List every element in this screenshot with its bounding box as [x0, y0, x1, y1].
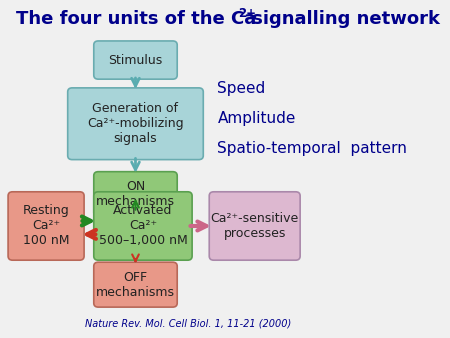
Text: ON
mechanisms: ON mechanisms	[96, 180, 175, 208]
Text: Activated
Ca²⁺
500–1,000 nM: Activated Ca²⁺ 500–1,000 nM	[99, 204, 187, 247]
Text: Stimulus: Stimulus	[108, 53, 162, 67]
Text: Spatio-temporal  pattern: Spatio-temporal pattern	[217, 141, 407, 156]
Text: Resting
Ca²⁺
100 nM: Resting Ca²⁺ 100 nM	[22, 204, 69, 247]
FancyBboxPatch shape	[94, 192, 192, 260]
Text: OFF
mechanisms: OFF mechanisms	[96, 271, 175, 299]
Text: Ca²⁺-sensitive
processes: Ca²⁺-sensitive processes	[211, 212, 299, 240]
FancyBboxPatch shape	[209, 192, 300, 260]
Text: Speed: Speed	[217, 81, 266, 96]
Text: Nature Rev. Mol. Cell Biol. 1, 11-21 (2000): Nature Rev. Mol. Cell Biol. 1, 11-21 (20…	[85, 318, 291, 328]
FancyBboxPatch shape	[68, 88, 203, 160]
FancyBboxPatch shape	[94, 41, 177, 79]
Text: signalling network: signalling network	[247, 10, 441, 28]
Text: The four units of the Ca: The four units of the Ca	[16, 10, 256, 28]
FancyBboxPatch shape	[8, 192, 84, 260]
FancyBboxPatch shape	[94, 262, 177, 307]
Text: 2+: 2+	[238, 7, 256, 20]
FancyBboxPatch shape	[94, 172, 177, 217]
Text: Generation of
Ca²⁺-mobilizing
signals: Generation of Ca²⁺-mobilizing signals	[87, 102, 184, 145]
Text: Amplitude: Amplitude	[217, 111, 296, 126]
